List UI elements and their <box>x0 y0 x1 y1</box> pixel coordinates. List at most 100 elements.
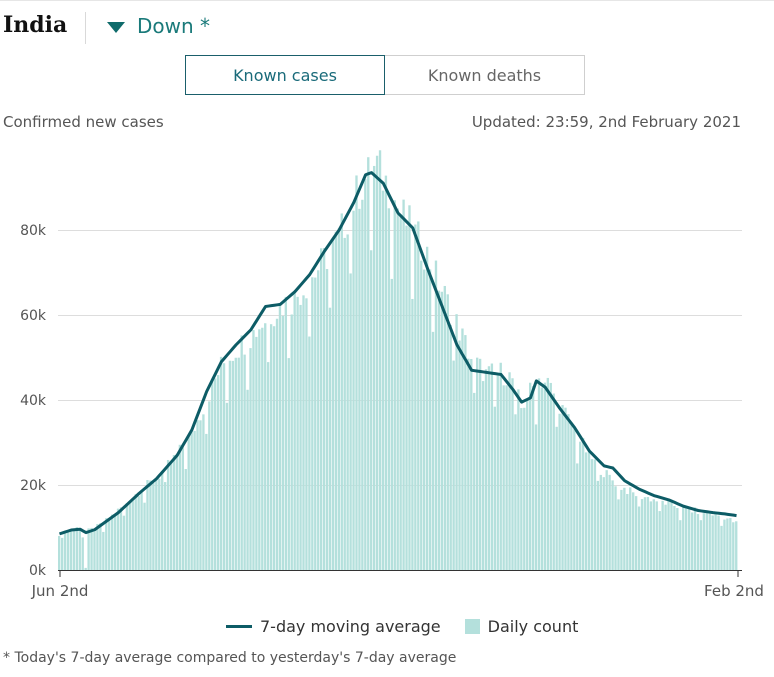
daily-bar <box>364 179 367 571</box>
daily-bar <box>584 452 588 570</box>
daily-bar <box>399 214 402 570</box>
daily-bar <box>393 200 396 570</box>
daily-bar <box>322 248 326 570</box>
daily-bar <box>69 529 73 570</box>
daily-bar <box>687 508 691 570</box>
daily-bar <box>325 269 329 570</box>
daily-bar <box>505 385 508 570</box>
daily-bar <box>428 269 432 570</box>
daily-bar <box>264 323 267 570</box>
daily-bar <box>546 377 549 570</box>
daily-bar <box>579 441 582 570</box>
daily-bar <box>384 175 388 570</box>
daily-bar <box>337 228 340 570</box>
y-tick-label: 60k <box>20 308 47 324</box>
daily-bar <box>113 514 117 570</box>
daily-bar <box>502 385 505 570</box>
daily-bar <box>729 518 732 570</box>
daily-bar <box>293 290 296 570</box>
daily-bar <box>596 480 600 570</box>
daily-bar <box>446 294 449 570</box>
daily-bar <box>511 378 514 570</box>
daily-bar <box>623 487 626 570</box>
daily-bar <box>496 373 499 570</box>
daily-bar <box>490 363 494 570</box>
daily-bar <box>199 420 202 570</box>
footnote: * Today's 7-day average compared to yest… <box>3 650 457 666</box>
daily-bar <box>646 497 650 570</box>
daily-bar <box>252 330 255 570</box>
tab-known-cases[interactable]: Known cases <box>185 55 385 95</box>
daily-bar <box>172 455 176 570</box>
daily-bar <box>664 504 667 570</box>
chart-subtitle: Confirmed new cases <box>3 113 164 131</box>
daily-bar <box>605 470 608 570</box>
daily-bar <box>290 314 293 570</box>
daily-bar <box>178 444 182 570</box>
legend-bar-label: Daily count <box>487 617 579 636</box>
daily-bar <box>608 474 611 570</box>
daily-bar <box>99 523 102 570</box>
daily-bar <box>105 518 108 570</box>
daily-bar <box>169 462 173 570</box>
daily-bar <box>540 387 544 570</box>
daily-bar <box>626 493 629 570</box>
daily-bar <box>561 405 564 570</box>
daily-bar <box>632 492 635 570</box>
daily-bar <box>267 362 270 570</box>
daily-bar <box>620 489 623 570</box>
daily-bar <box>84 567 87 571</box>
daily-bar <box>599 474 602 570</box>
tab-known-deaths[interactable]: Known deaths <box>385 55 585 95</box>
daily-bar <box>531 386 535 570</box>
daily-bar <box>693 507 697 570</box>
y-tick-label: 40k <box>20 393 47 409</box>
daily-bar <box>735 521 738 570</box>
daily-bar <box>346 234 349 570</box>
daily-bar <box>240 335 243 570</box>
daily-bar <box>349 273 352 570</box>
daily-bar <box>690 512 694 570</box>
daily-bar <box>87 528 90 570</box>
daily-bar <box>581 437 585 570</box>
daily-bar <box>390 278 393 570</box>
daily-bar <box>534 424 538 570</box>
daily-bar <box>108 518 111 570</box>
daily-bar <box>708 513 711 570</box>
daily-bar <box>116 508 120 570</box>
daily-bar <box>573 427 576 570</box>
daily-bar <box>208 401 211 570</box>
x-label-end: Feb 2nd <box>704 582 764 600</box>
daily-bar <box>228 360 232 570</box>
daily-bar <box>682 505 685 570</box>
daily-bar <box>420 260 423 570</box>
daily-bar <box>602 477 605 570</box>
country-title: India <box>3 12 68 38</box>
daily-bar <box>287 358 290 570</box>
daily-bar <box>425 246 429 570</box>
daily-bar <box>211 379 214 570</box>
daily-bar <box>60 537 64 570</box>
daily-bar <box>75 527 78 570</box>
daily-bar <box>717 515 720 570</box>
daily-bar <box>402 199 405 570</box>
x-label-start: Jun 2nd <box>31 582 89 600</box>
daily-bar <box>152 483 155 570</box>
daily-bar <box>234 357 237 570</box>
daily-bar <box>523 407 526 570</box>
daily-bar <box>370 250 373 570</box>
daily-bar <box>122 515 126 570</box>
daily-bar <box>676 508 679 570</box>
daily-bar <box>431 331 435 570</box>
daily-bar <box>408 205 411 571</box>
daily-bar <box>66 530 70 570</box>
daily-bar <box>155 479 158 570</box>
daily-bar <box>476 357 479 570</box>
down-triangle-icon <box>107 21 125 33</box>
daily-bar <box>243 354 246 570</box>
legend-line-label: 7-day moving average <box>260 617 441 636</box>
daily-bar <box>458 340 461 570</box>
daily-bar <box>202 414 205 570</box>
daily-bar <box>278 303 282 570</box>
daily-bar <box>343 237 346 571</box>
